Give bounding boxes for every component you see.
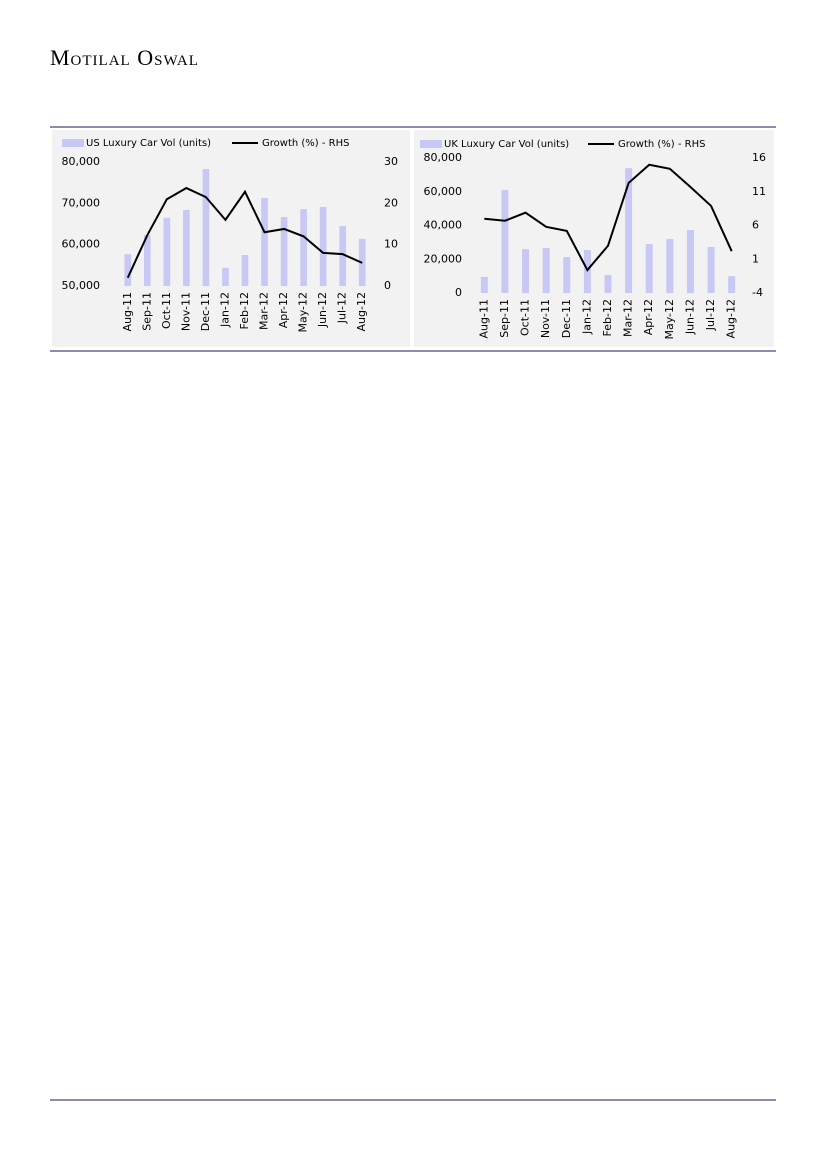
- x-tick-label: Jun-12: [683, 299, 696, 335]
- panel: [414, 130, 774, 347]
- bar: [280, 216, 288, 286]
- legend-label: US Luxury Car Vol (units): [86, 138, 211, 149]
- bar: [625, 168, 633, 293]
- x-tick-label: Aug-12: [725, 299, 738, 338]
- y-tick-label: 50,000: [62, 279, 101, 292]
- bar: [707, 246, 715, 293]
- bar: [522, 249, 530, 293]
- x-tick-label: May-12: [297, 292, 310, 333]
- growth-line: [126, 186, 363, 279]
- y-tick-label: 70,000: [62, 196, 101, 209]
- bar: [339, 226, 347, 286]
- bar: [666, 239, 674, 293]
- y-tick-label: 20,000: [424, 252, 463, 265]
- x-tick-label: Jul-12: [704, 299, 717, 331]
- y2-tick-label: 11: [752, 185, 766, 198]
- x-tick-label: Feb-12: [238, 292, 251, 329]
- y2-tick-label: 0: [384, 279, 391, 292]
- bar: [501, 190, 509, 293]
- y2-tick-label: 20: [384, 196, 398, 209]
- y2-tick-label: -4: [752, 286, 763, 299]
- panel: [52, 130, 410, 347]
- bar: [728, 276, 736, 293]
- x-tick-label: Dec-11: [560, 299, 573, 338]
- x-tick-label: Nov-11: [179, 292, 192, 331]
- y-tick-label: 80,000: [424, 151, 463, 164]
- brand: Motilal Oswal: [50, 45, 199, 70]
- x-tick-label: Oct-11: [519, 299, 532, 336]
- bar: [542, 247, 550, 293]
- x-tick-label: Aug-11: [477, 299, 490, 338]
- bar: [480, 276, 488, 293]
- legend-swatch: [62, 139, 84, 147]
- y2-tick-label: 1: [752, 252, 759, 265]
- bar: [604, 274, 612, 293]
- x-tick-label: Jun-12: [316, 292, 329, 328]
- bar: [183, 209, 190, 286]
- x-tick-label: Oct-11: [160, 292, 173, 329]
- bar: [261, 197, 268, 286]
- x-tick-label: Mar-12: [258, 292, 271, 330]
- legend-swatch: [420, 140, 442, 148]
- bar: [222, 267, 229, 286]
- x-tick-label: Aug-12: [355, 292, 368, 331]
- x-tick-label: May-12: [663, 299, 676, 340]
- x-tick-label: Feb-12: [601, 299, 614, 336]
- y2-tick-label: 6: [752, 219, 759, 232]
- x-tick-label: Sep-11: [498, 299, 511, 338]
- x-tick-label: Mar-12: [622, 299, 635, 337]
- x-tick-label: Jan-12: [218, 292, 231, 328]
- x-tick-label: Sep-11: [140, 292, 153, 331]
- bar: [645, 244, 653, 293]
- y2-tick-label: 16: [752, 151, 766, 164]
- legend-label: Growth (%) - RHS: [618, 139, 705, 150]
- y2-tick-label: 30: [384, 155, 398, 168]
- bar: [563, 257, 571, 293]
- x-tick-label: Apr-12: [277, 292, 290, 328]
- x-tick-label: Dec-11: [199, 292, 212, 331]
- y-tick-label: 60,000: [424, 185, 463, 198]
- bar: [124, 254, 132, 286]
- x-tick-label: Jan-12: [580, 299, 593, 335]
- legend-label: Growth (%) - RHS: [262, 138, 349, 149]
- bar: [163, 217, 171, 286]
- bar: [241, 255, 249, 286]
- bar: [300, 209, 307, 286]
- x-tick-label: Nov-11: [539, 299, 552, 338]
- y-tick-label: 60,000: [62, 238, 101, 251]
- y-tick-label: 80,000: [62, 155, 101, 168]
- bar: [319, 207, 327, 286]
- x-tick-label: Apr-12: [642, 299, 655, 335]
- bar: [202, 169, 210, 286]
- y-tick-label: 40,000: [424, 219, 463, 232]
- growth-line: [484, 163, 733, 272]
- x-tick-label: Aug-11: [121, 292, 134, 331]
- legend-label: UK Luxury Car Vol (units): [444, 139, 569, 150]
- bar: [686, 230, 694, 293]
- y2-tick-label: 10: [384, 238, 398, 251]
- bar: [143, 235, 151, 286]
- y-tick-label: 0: [455, 286, 462, 299]
- x-tick-label: Jul-12: [336, 292, 349, 324]
